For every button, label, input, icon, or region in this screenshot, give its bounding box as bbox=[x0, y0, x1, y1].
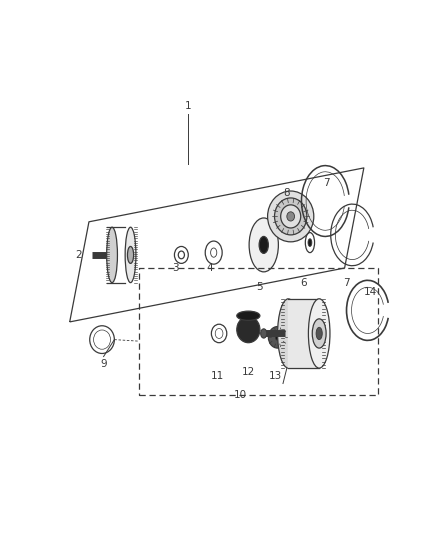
Ellipse shape bbox=[259, 237, 268, 253]
Ellipse shape bbox=[268, 327, 287, 348]
Text: 2: 2 bbox=[76, 250, 82, 260]
Text: 3: 3 bbox=[172, 263, 179, 273]
Ellipse shape bbox=[237, 317, 260, 343]
Text: 8: 8 bbox=[283, 188, 290, 198]
Ellipse shape bbox=[281, 205, 301, 228]
Ellipse shape bbox=[275, 198, 307, 235]
Text: 14: 14 bbox=[364, 287, 377, 297]
Ellipse shape bbox=[308, 299, 330, 368]
Text: 11: 11 bbox=[211, 371, 224, 381]
Ellipse shape bbox=[107, 227, 117, 282]
Ellipse shape bbox=[237, 311, 260, 320]
Text: 10: 10 bbox=[234, 390, 247, 400]
Text: 12: 12 bbox=[242, 367, 255, 377]
Ellipse shape bbox=[278, 299, 299, 368]
Text: 13: 13 bbox=[268, 371, 282, 381]
Ellipse shape bbox=[127, 246, 134, 263]
Text: 6: 6 bbox=[300, 278, 307, 288]
Ellipse shape bbox=[312, 319, 326, 348]
Text: 5: 5 bbox=[257, 282, 263, 292]
Text: 7: 7 bbox=[343, 278, 350, 288]
Ellipse shape bbox=[261, 329, 267, 338]
Text: 9: 9 bbox=[100, 359, 107, 369]
Text: 1: 1 bbox=[185, 101, 191, 111]
Polygon shape bbox=[288, 299, 319, 368]
Text: 4: 4 bbox=[207, 263, 213, 273]
Ellipse shape bbox=[316, 327, 322, 340]
Ellipse shape bbox=[268, 191, 314, 242]
Ellipse shape bbox=[287, 212, 294, 221]
Ellipse shape bbox=[276, 334, 280, 341]
Ellipse shape bbox=[249, 218, 279, 272]
Ellipse shape bbox=[125, 227, 136, 282]
Ellipse shape bbox=[308, 239, 312, 246]
Text: 7: 7 bbox=[324, 179, 330, 188]
